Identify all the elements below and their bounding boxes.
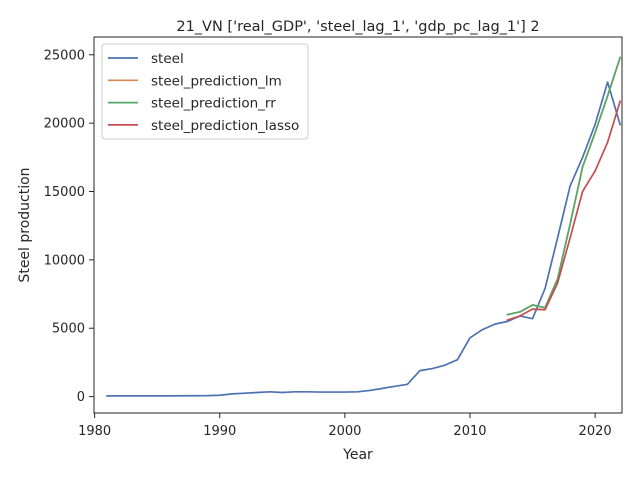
x-axis-label: Year	[342, 447, 373, 463]
legend-label: steel_prediction_lasso	[151, 118, 299, 134]
y-tick-label: 0	[77, 390, 85, 405]
x-tick-label: 2000	[328, 424, 361, 439]
plot-area	[93, 36, 623, 414]
series-line-steel	[106, 81, 622, 397]
y-tick-label: 25000	[44, 48, 85, 63]
y-axis-ticks: 0 5000 10000 15000 20000 25000	[44, 48, 94, 405]
y-tick-label: 20000	[44, 117, 85, 132]
legend-label: steel_prediction_lm	[151, 73, 282, 89]
x-tick-label: 2010	[453, 424, 486, 439]
x-tick-label: 2020	[579, 424, 612, 439]
x-tick-label: 1990	[203, 424, 236, 439]
y-tick-label: 5000	[52, 322, 85, 337]
legend: steel steel_prediction_lm steel_prediction…	[101, 43, 309, 140]
plot-frame	[93, 36, 623, 414]
legend-label: steel_prediction_rr	[151, 96, 276, 112]
x-axis-ticks: 1980 1990 2000 2010 2020	[78, 413, 612, 439]
y-axis-label: Steel production	[17, 167, 33, 282]
y-tick-label: 10000	[44, 253, 85, 268]
legend-box	[101, 43, 309, 140]
x-tick-label: 1980	[78, 424, 111, 439]
legend-label: steel	[151, 51, 184, 67]
chart-title: 21_VN ['real_GDP', 'steel_lag_1', 'gdp_p…	[176, 19, 539, 35]
series-line-steel-prediction-lasso	[506, 100, 622, 322]
y-tick-label: 15000	[44, 185, 85, 200]
series-lines	[106, 56, 622, 397]
series-line-steel-prediction-rr	[506, 56, 622, 316]
legend-items: steel steel_prediction_lm steel_prediction…	[108, 51, 299, 134]
